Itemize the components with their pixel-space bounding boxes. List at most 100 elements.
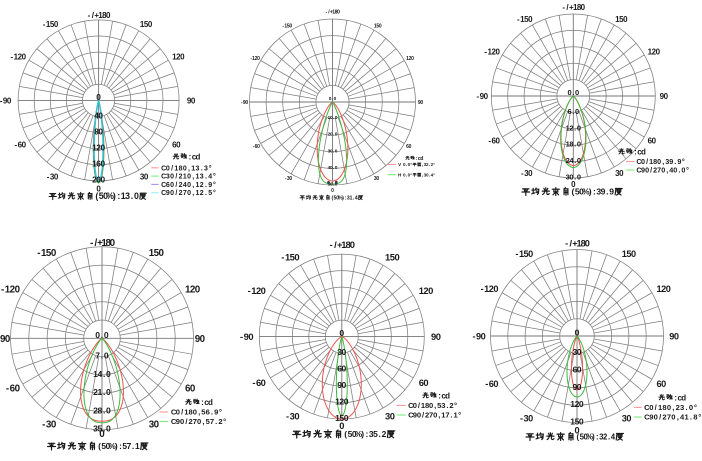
svg-text:4: 4 — [680, 413, 685, 422]
svg-text:6: 6 — [337, 364, 342, 374]
svg-text:5: 5 — [290, 251, 295, 262]
svg-text:+: + — [330, 9, 333, 15]
svg-text:d: d — [208, 398, 213, 407]
svg-text:0: 0 — [261, 285, 266, 296]
svg-text:.: . — [205, 190, 207, 197]
svg-text:°: ° — [682, 157, 685, 166]
svg-text:.: . — [406, 162, 407, 167]
svg-text:0: 0 — [22, 52, 27, 61]
svg-text:c: c — [637, 147, 642, 156]
svg-text:1: 1 — [648, 47, 653, 56]
svg-text:3: 3 — [441, 401, 445, 410]
svg-text:0: 0 — [144, 172, 149, 181]
svg-text:3: 3 — [385, 411, 390, 422]
svg-text:2: 2 — [431, 162, 434, 167]
svg-text:°: ° — [433, 172, 435, 177]
svg-text:2: 2 — [92, 175, 97, 185]
svg-text:°: ° — [223, 417, 226, 426]
svg-text:3: 3 — [347, 195, 350, 201]
svg-text:1: 1 — [615, 15, 620, 24]
svg-text:5: 5 — [122, 441, 127, 451]
svg-text:3: 3 — [204, 165, 208, 172]
svg-text:0: 0 — [569, 173, 573, 182]
svg-text::: : — [117, 191, 120, 201]
svg-text:3: 3 — [572, 347, 577, 357]
svg-text:(: ( — [344, 429, 347, 439]
svg-text:C: C — [408, 401, 414, 410]
svg-text:°: ° — [209, 164, 212, 172]
svg-text:0: 0 — [408, 172, 411, 177]
svg-text:1: 1 — [121, 191, 126, 201]
svg-text:2: 2 — [190, 284, 196, 295]
svg-text:4: 4 — [431, 172, 434, 177]
svg-text:7: 7 — [210, 417, 214, 426]
svg-text:c: c — [418, 156, 421, 162]
svg-text:2: 2 — [569, 123, 573, 132]
svg-text:0: 0 — [417, 411, 421, 420]
svg-text:6: 6 — [657, 379, 662, 389]
svg-text:C: C — [161, 174, 166, 181]
svg-text:5: 5 — [580, 432, 585, 441]
svg-text:6: 6 — [18, 140, 23, 149]
svg-text::: : — [345, 195, 347, 201]
svg-text:4: 4 — [94, 110, 99, 120]
svg-text:0: 0 — [294, 411, 299, 422]
svg-text:0: 0 — [342, 380, 347, 390]
svg-text:8: 8 — [653, 157, 657, 166]
svg-text:0: 0 — [330, 132, 333, 138]
svg-text:3: 3 — [196, 165, 200, 172]
svg-text:3: 3 — [140, 172, 145, 181]
svg-text:6: 6 — [255, 144, 258, 150]
svg-text:2: 2 — [18, 52, 23, 61]
svg-text:5: 5 — [154, 248, 160, 259]
svg-text:0: 0 — [331, 188, 334, 194]
svg-text:c: c — [204, 398, 209, 407]
svg-text:6: 6 — [166, 182, 170, 189]
svg-text:1: 1 — [349, 195, 352, 201]
svg-text:6: 6 — [648, 136, 653, 145]
svg-text:.: . — [678, 166, 680, 175]
svg-text:1: 1 — [453, 411, 458, 420]
svg-text:9: 9 — [609, 187, 614, 197]
svg-text:0: 0 — [100, 159, 105, 169]
svg-text:0: 0 — [110, 238, 116, 249]
svg-text:0: 0 — [104, 330, 109, 340]
svg-text:.: . — [429, 172, 430, 177]
svg-text:C: C — [161, 165, 166, 172]
svg-text:2: 2 — [189, 417, 193, 426]
svg-text:0: 0 — [95, 330, 100, 340]
svg-text:7: 7 — [127, 441, 132, 451]
svg-text:6: 6 — [567, 107, 571, 116]
svg-text:1: 1 — [140, 20, 145, 29]
svg-text:0: 0 — [248, 331, 253, 342]
svg-text:3: 3 — [524, 414, 529, 424]
svg-text:8: 8 — [693, 413, 697, 422]
svg-text:0: 0 — [187, 182, 191, 189]
svg-text:0: 0 — [166, 165, 170, 172]
svg-text:/: / — [334, 239, 337, 250]
svg-text:0: 0 — [652, 136, 657, 145]
svg-text:°: ° — [410, 172, 412, 177]
svg-text:3: 3 — [166, 174, 170, 181]
svg-text:%: % — [586, 432, 593, 441]
svg-text:.: . — [132, 441, 134, 451]
svg-text:.: . — [333, 116, 334, 121]
svg-text:0: 0 — [577, 382, 582, 392]
svg-text:0: 0 — [649, 403, 653, 412]
svg-text:0: 0 — [176, 408, 180, 417]
svg-text:1: 1 — [252, 56, 255, 62]
svg-text:1: 1 — [487, 47, 492, 56]
svg-text:.: . — [353, 195, 355, 201]
svg-text:3: 3 — [125, 191, 130, 201]
svg-text:9: 9 — [166, 190, 170, 197]
svg-text:.: . — [574, 173, 576, 182]
svg-text:6: 6 — [419, 377, 424, 388]
svg-text:1: 1 — [385, 251, 390, 262]
svg-text:.: . — [333, 166, 334, 171]
svg-text:0: 0 — [571, 180, 576, 189]
svg-text:.: . — [101, 330, 103, 340]
svg-text:5: 5 — [99, 191, 104, 201]
svg-text:0: 0 — [409, 144, 412, 150]
svg-text:0: 0 — [335, 165, 338, 171]
svg-text:0: 0 — [626, 414, 631, 424]
